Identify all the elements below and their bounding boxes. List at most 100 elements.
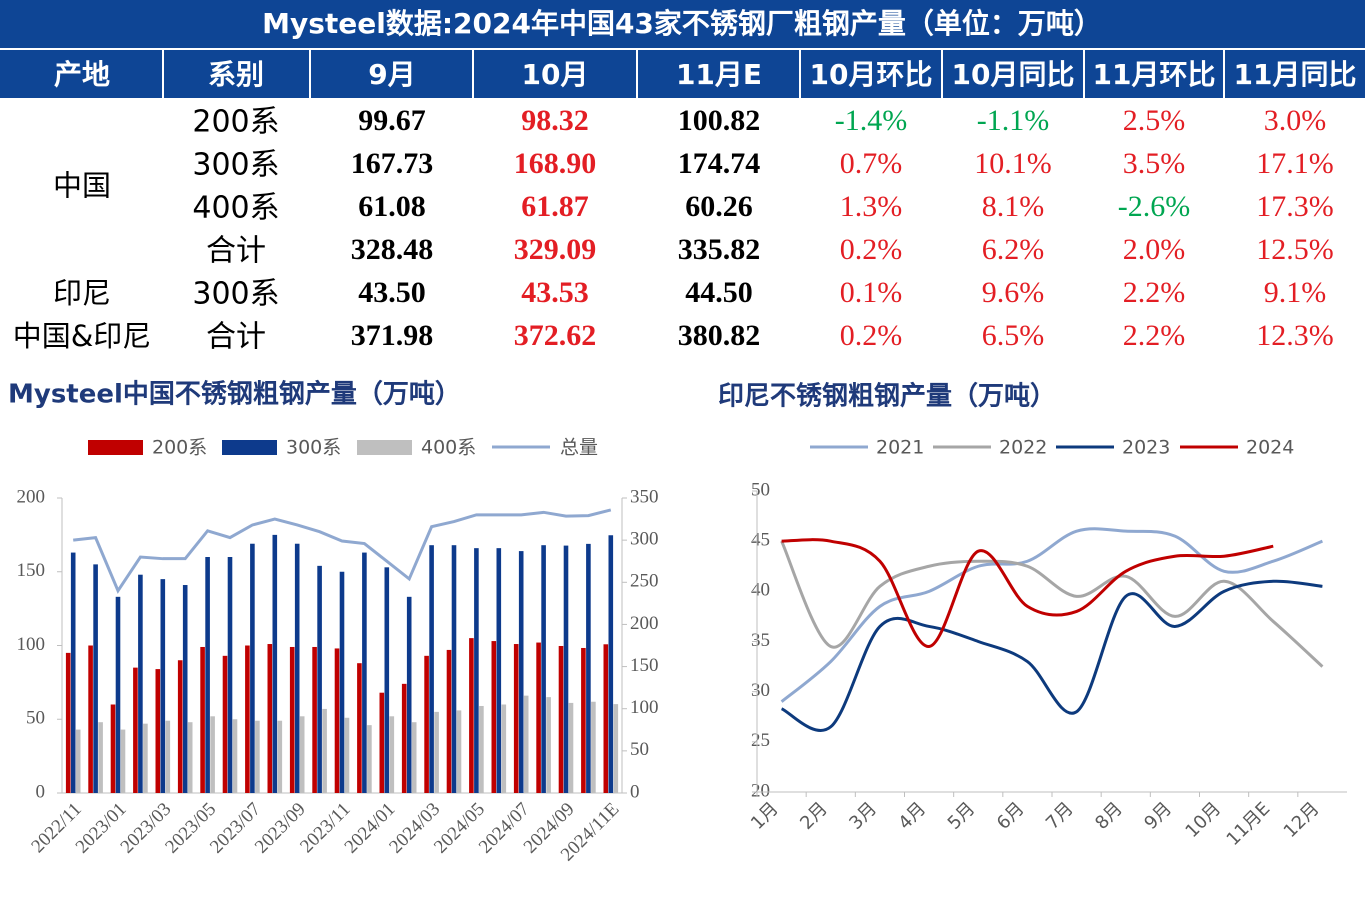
x-tick-label: 10月 bbox=[1181, 798, 1225, 842]
bar bbox=[451, 545, 457, 793]
table-cell: 44.50 bbox=[685, 276, 753, 309]
table-cell: 372.62 bbox=[514, 319, 597, 352]
bar bbox=[568, 702, 574, 793]
bar bbox=[88, 645, 93, 793]
bar bbox=[182, 585, 188, 793]
y-tick-label: 45 bbox=[751, 530, 770, 551]
table-cell: 8.1% bbox=[982, 190, 1045, 223]
line bbox=[780, 579, 1323, 732]
bar bbox=[546, 697, 551, 793]
legend-label: 400系 bbox=[421, 437, 476, 459]
bar bbox=[581, 647, 586, 793]
line bbox=[73, 508, 612, 594]
bar bbox=[523, 695, 529, 793]
bar bbox=[384, 567, 390, 793]
bar bbox=[187, 722, 193, 793]
bar bbox=[536, 642, 541, 793]
header-cell: 系别 bbox=[208, 58, 264, 91]
x-tick-label: 2023/09 bbox=[251, 799, 310, 858]
bar bbox=[93, 564, 98, 793]
bar bbox=[133, 667, 138, 793]
table-cell: -1.4% bbox=[835, 104, 907, 137]
bar bbox=[608, 535, 614, 793]
table-cell: 329.09 bbox=[514, 233, 597, 266]
x-tick-label: 11月E bbox=[1223, 798, 1275, 850]
table-cell: 0.2% bbox=[840, 233, 903, 266]
bar bbox=[272, 534, 278, 793]
x-tick-label: 7月 bbox=[1042, 798, 1078, 834]
bar bbox=[501, 704, 507, 793]
line bbox=[781, 538, 1274, 649]
bar bbox=[98, 722, 103, 793]
header-cell: 9月 bbox=[368, 58, 415, 91]
y-tick-label: 200 bbox=[17, 486, 46, 507]
x-tick-label: 6月 bbox=[993, 798, 1029, 834]
y-tick-label: 35 bbox=[751, 630, 770, 651]
bar bbox=[563, 545, 569, 793]
table-cell: 6.2% bbox=[982, 233, 1045, 266]
title-bar bbox=[0, 0, 1365, 48]
line bbox=[780, 527, 1323, 703]
bar bbox=[513, 644, 519, 793]
legend-swatch bbox=[88, 440, 143, 455]
table-cell: 2.2% bbox=[1123, 319, 1186, 352]
bar bbox=[411, 722, 417, 793]
y2-tick-label: 100 bbox=[630, 697, 659, 718]
table-cell: 300系 bbox=[192, 277, 279, 312]
bar bbox=[232, 719, 238, 793]
bar bbox=[65, 652, 71, 793]
bar bbox=[406, 596, 412, 793]
legend-label: 2024 bbox=[1246, 437, 1294, 459]
bar bbox=[344, 717, 350, 793]
y2-tick-label: 0 bbox=[630, 781, 640, 802]
table-cell: 9.1% bbox=[1264, 276, 1327, 309]
header-cell: 11月E bbox=[676, 58, 762, 91]
table-cell: 合计 bbox=[206, 234, 266, 269]
legend-label: 300系 bbox=[286, 437, 341, 459]
x-tick-label: 9月 bbox=[1140, 798, 1176, 834]
table-cell: 17.1% bbox=[1256, 147, 1334, 180]
table-cell: 3.0% bbox=[1264, 104, 1327, 137]
bar bbox=[456, 710, 462, 793]
bar bbox=[424, 655, 429, 793]
y-tick-label: 30 bbox=[751, 680, 770, 701]
bar bbox=[357, 663, 362, 793]
header-cell: 产地 bbox=[54, 58, 110, 91]
legend-swatch bbox=[357, 440, 412, 455]
legend-label: 2023 bbox=[1122, 437, 1170, 459]
table-cell: 174.74 bbox=[678, 147, 761, 180]
table-cell: 43.50 bbox=[358, 276, 426, 309]
y2-tick-label: 250 bbox=[630, 571, 659, 592]
bar bbox=[479, 705, 484, 793]
bar bbox=[591, 701, 596, 793]
y-tick-label: 20 bbox=[751, 780, 770, 801]
bar bbox=[379, 692, 385, 793]
bar bbox=[177, 660, 183, 793]
table-cell: 12.3% bbox=[1256, 319, 1334, 352]
bar bbox=[200, 646, 205, 793]
bar bbox=[205, 557, 210, 793]
header-bar bbox=[0, 50, 1365, 98]
bar bbox=[255, 720, 260, 793]
bar bbox=[222, 655, 228, 793]
legend-label: 200系 bbox=[152, 437, 207, 459]
x-tick-label: 12月 bbox=[1280, 798, 1324, 842]
table-cell: 300系 bbox=[192, 148, 279, 183]
bar bbox=[518, 551, 524, 793]
y2-tick-label: 150 bbox=[630, 655, 659, 676]
y2-tick-label: 200 bbox=[630, 613, 659, 634]
y2-tick-label: 300 bbox=[630, 529, 659, 550]
region-cell: 中国 bbox=[53, 169, 111, 203]
bar bbox=[558, 645, 564, 793]
table-cell: 335.82 bbox=[678, 233, 761, 266]
table-cell: 99.67 bbox=[358, 104, 426, 137]
bar bbox=[210, 716, 215, 793]
table-cell: 0.7% bbox=[840, 147, 903, 180]
bar bbox=[362, 552, 367, 793]
table-cell: 0.1% bbox=[840, 276, 903, 309]
bar bbox=[294, 543, 300, 793]
table-cell: 6.5% bbox=[982, 319, 1045, 352]
table-cell: 98.32 bbox=[521, 104, 589, 137]
chart-title: Mysteel中国不锈钢粗钢产量（万吨） bbox=[8, 380, 461, 410]
